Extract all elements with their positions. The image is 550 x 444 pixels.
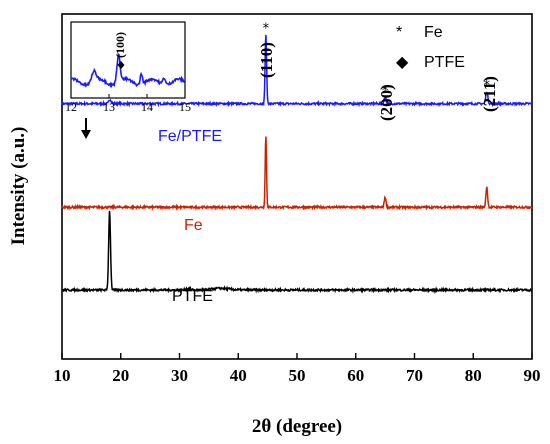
inset-tick-label: 14	[141, 100, 153, 114]
x-tick-label: 60	[347, 366, 364, 385]
inset-ptfe-marker	[117, 61, 125, 69]
inset-frame	[70, 21, 186, 99]
x-tick-label: 30	[171, 366, 188, 385]
legend-symbol-fe: *	[396, 24, 402, 41]
inset-chart: 12 13 14 15 (100)	[65, 21, 191, 114]
legend-symbol-ptfe: ◆	[396, 54, 409, 71]
legend: * Fe ◆ PTFE	[396, 24, 465, 71]
x-tick-label: 70	[406, 366, 423, 385]
series-line-fe	[61, 136, 533, 212]
fe-peak-marker: *	[382, 84, 389, 99]
x-axis-label: 2θ (degree)	[252, 416, 342, 437]
inset-peak-label: (100)	[113, 32, 127, 58]
inset-tick-label: 15	[179, 100, 191, 114]
peak-label-211: (211)	[480, 76, 499, 112]
x-tick-label: 40	[230, 366, 247, 385]
y-axis-label: Intensity (a.u.)	[8, 127, 29, 246]
series-line-fe-ptfe	[61, 34, 533, 108]
series-group	[61, 34, 533, 294]
peak-label-110: (110)	[257, 42, 276, 78]
series-label-ptfe: PTFE	[172, 288, 213, 305]
inset-series-line	[70, 52, 185, 89]
markers-group: * * *	[263, 22, 491, 99]
series-label-fe-ptfe: Fe/PTFE	[158, 128, 222, 145]
x-tick-label: 80	[465, 366, 482, 385]
x-ticks: 10 20 30 40 50 60 70 80 90	[54, 353, 541, 385]
legend-label-fe: Fe	[424, 24, 443, 41]
series-label-fe: Fe	[184, 217, 203, 234]
peak-label-200: (200)	[377, 84, 396, 121]
inset-ticks: 12 13 14 15	[65, 94, 191, 114]
series-line-ptfe	[61, 210, 533, 294]
arrow-indicator	[81, 118, 91, 139]
fe-peak-marker: *	[263, 22, 270, 37]
x-tick-label: 90	[524, 366, 541, 385]
inset-tick-label: 13	[103, 100, 115, 114]
x-tick-label: 10	[54, 366, 71, 385]
legend-label-ptfe: PTFE	[424, 54, 465, 71]
x-tick-label: 20	[112, 366, 129, 385]
fe-peak-marker: *	[484, 79, 491, 94]
inset-tick-label: 12	[65, 100, 77, 114]
x-tick-label: 50	[289, 366, 306, 385]
